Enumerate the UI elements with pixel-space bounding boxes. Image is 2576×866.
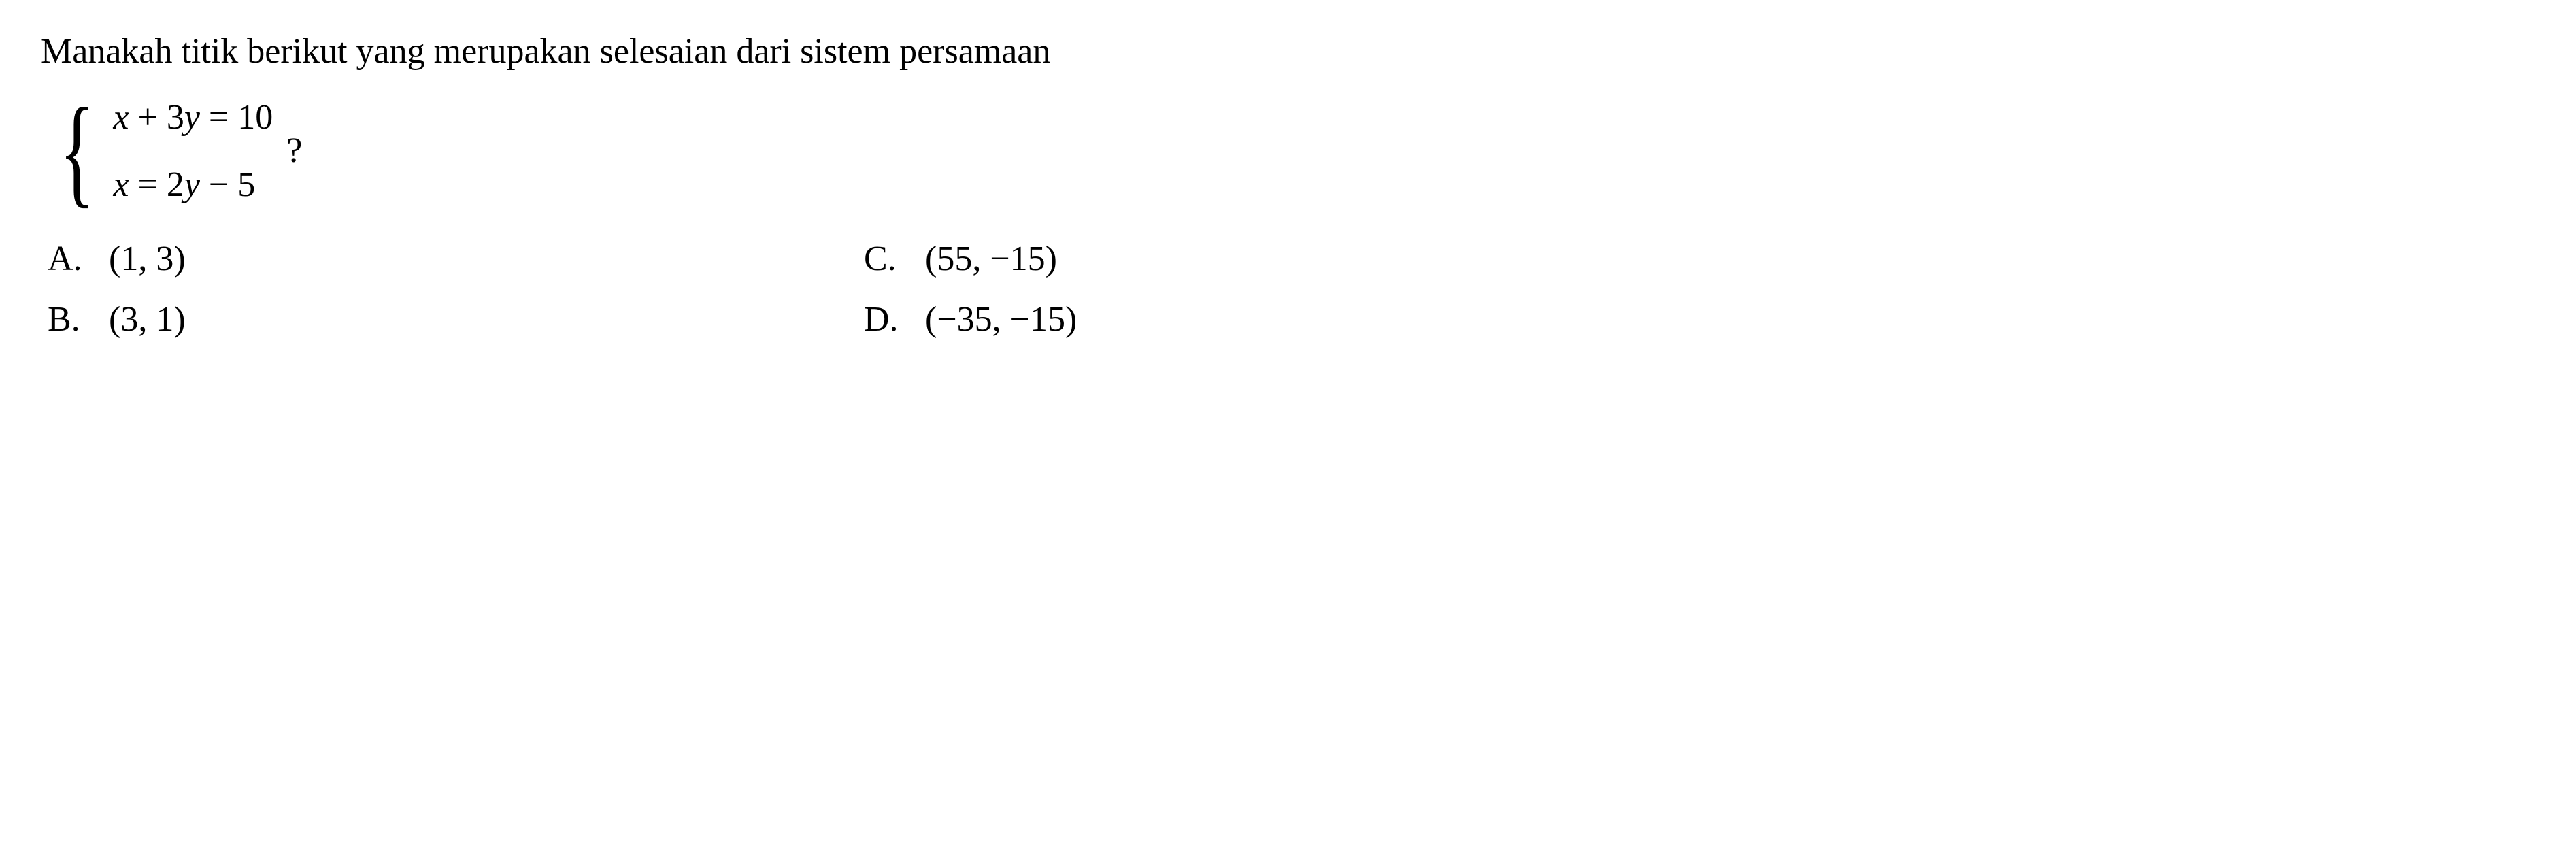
question-mark: ?	[286, 131, 302, 171]
equation-2: x = 2y − 5	[113, 165, 273, 205]
option-c-label: C.	[864, 239, 905, 279]
option-c-value: (55, −15)	[925, 239, 1057, 279]
option-a-value: (1, 3)	[109, 239, 186, 279]
option-d: D. (−35, −15)	[864, 299, 1544, 339]
option-d-label: D.	[864, 299, 905, 339]
option-b-value: (3, 1)	[109, 299, 186, 339]
option-b-label: B.	[48, 299, 88, 339]
option-a: A. (1, 3)	[48, 239, 728, 279]
left-brace: {	[59, 105, 95, 197]
answer-options: A. (1, 3) C. (55, −15) B. (3, 1) D. (−35…	[48, 239, 1544, 339]
option-b: B. (3, 1)	[48, 299, 728, 339]
question-prompt: Manakah titik berikut yang merupakan sel…	[41, 27, 2535, 77]
option-c: C. (55, −15)	[864, 239, 1544, 279]
option-a-label: A.	[48, 239, 88, 279]
equation-1: x + 3y = 10	[113, 97, 273, 137]
equations-block: x + 3y = 10 x = 2y − 5	[113, 97, 273, 205]
option-d-value: (−35, −15)	[925, 299, 1077, 339]
equation-system: { x + 3y = 10 x = 2y − 5 ?	[48, 97, 2535, 205]
